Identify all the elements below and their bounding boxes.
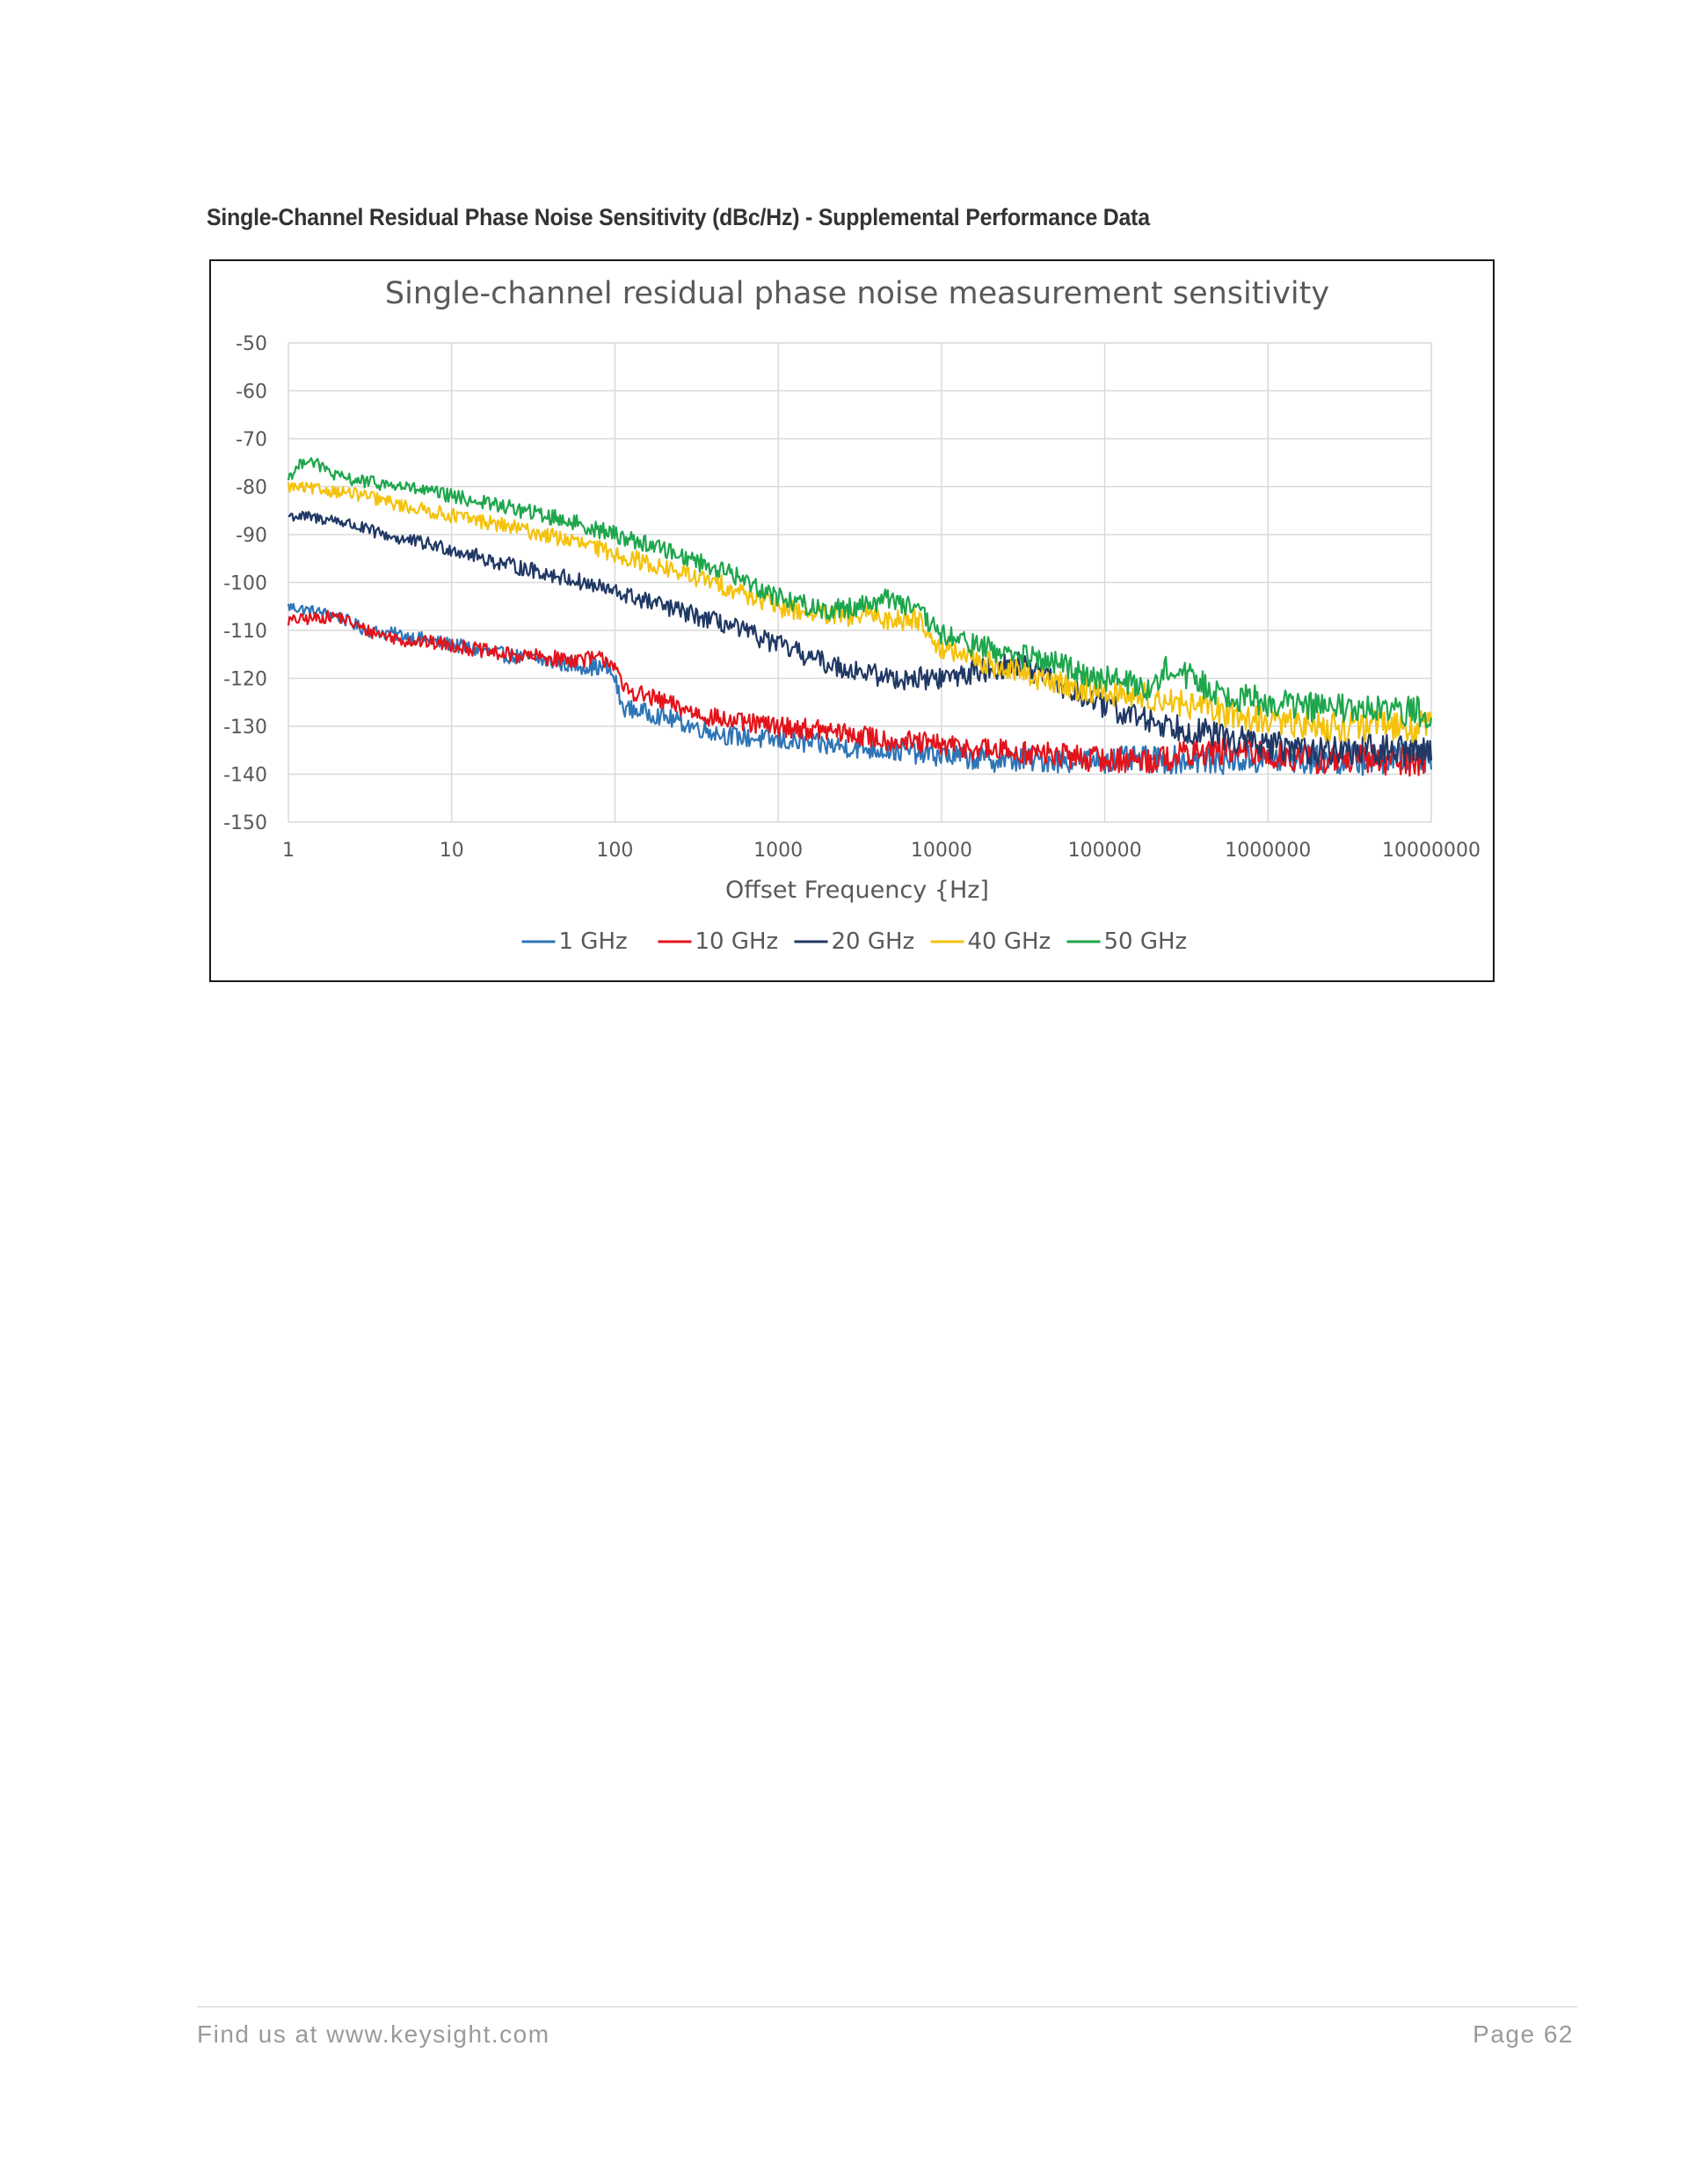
y-tick-label: -140 (223, 765, 267, 787)
footer-page-number: Page 62 (1473, 2020, 1574, 2048)
footer-divider (197, 2006, 1577, 2007)
x-tick-label: 1000000 (1225, 840, 1311, 862)
y-tick-label: -150 (223, 812, 267, 834)
legend-label: 10 GHz (695, 928, 779, 955)
chart-title: Single-channel residual phase noise meas… (385, 276, 1329, 311)
y-tick-label: -120 (223, 669, 267, 691)
y-tick-label: -60 (236, 382, 267, 404)
x-tick-label: 100000 (1068, 840, 1142, 862)
x-axis-ticks: 1 10 100 1000 10000 100000 1000000 10000000 (282, 840, 1481, 862)
phase-noise-chart: Single-channel residual phase noise meas… (223, 276, 1481, 955)
series-line-20-ghz (287, 511, 1433, 767)
y-tick-label: -90 (236, 525, 267, 547)
y-axis-ticks: -50 -60 -70 -80 -90 -100 -110 -120 -130 -140 -150 (223, 333, 267, 834)
series-line-50-ghz (287, 457, 1433, 729)
series-line-10-ghz (287, 609, 1432, 777)
series-lines (287, 457, 1433, 777)
series-line-40-ghz (287, 481, 1433, 743)
y-tick-label: -50 (236, 333, 267, 355)
y-tick-label: -100 (223, 573, 267, 595)
x-tick-label: 10 (440, 840, 464, 862)
x-axis-label: Offset Frequency {Hz] (725, 877, 989, 904)
x-tick-label: 10000000 (1382, 840, 1481, 862)
chart-frame: Single-channel residual phase noise meas… (209, 259, 1495, 982)
figure-caption: Single-Channel Residual Phase Noise Sens… (207, 204, 1150, 230)
grid (287, 342, 1432, 823)
legend-label: 50 GHz (1104, 928, 1188, 955)
legend-label: 20 GHz (832, 928, 915, 955)
x-tick-label: 1 (282, 840, 295, 862)
footer-website: Find us at www.keysight.com (197, 2020, 550, 2048)
y-tick-label: -80 (236, 477, 267, 499)
y-tick-label: -110 (223, 621, 267, 643)
x-tick-label: 1000 (753, 840, 803, 862)
legend-label: 1 GHz (559, 928, 628, 955)
legend-label: 40 GHz (968, 928, 1051, 955)
y-tick-label: -130 (223, 717, 267, 739)
x-tick-label: 10000 (911, 840, 972, 862)
x-tick-label: 100 (596, 840, 633, 862)
y-tick-label: -70 (236, 429, 267, 451)
legend: 1 GHz 10 GHz 20 GHz 40 GHz 50 GHz (521, 928, 1188, 955)
